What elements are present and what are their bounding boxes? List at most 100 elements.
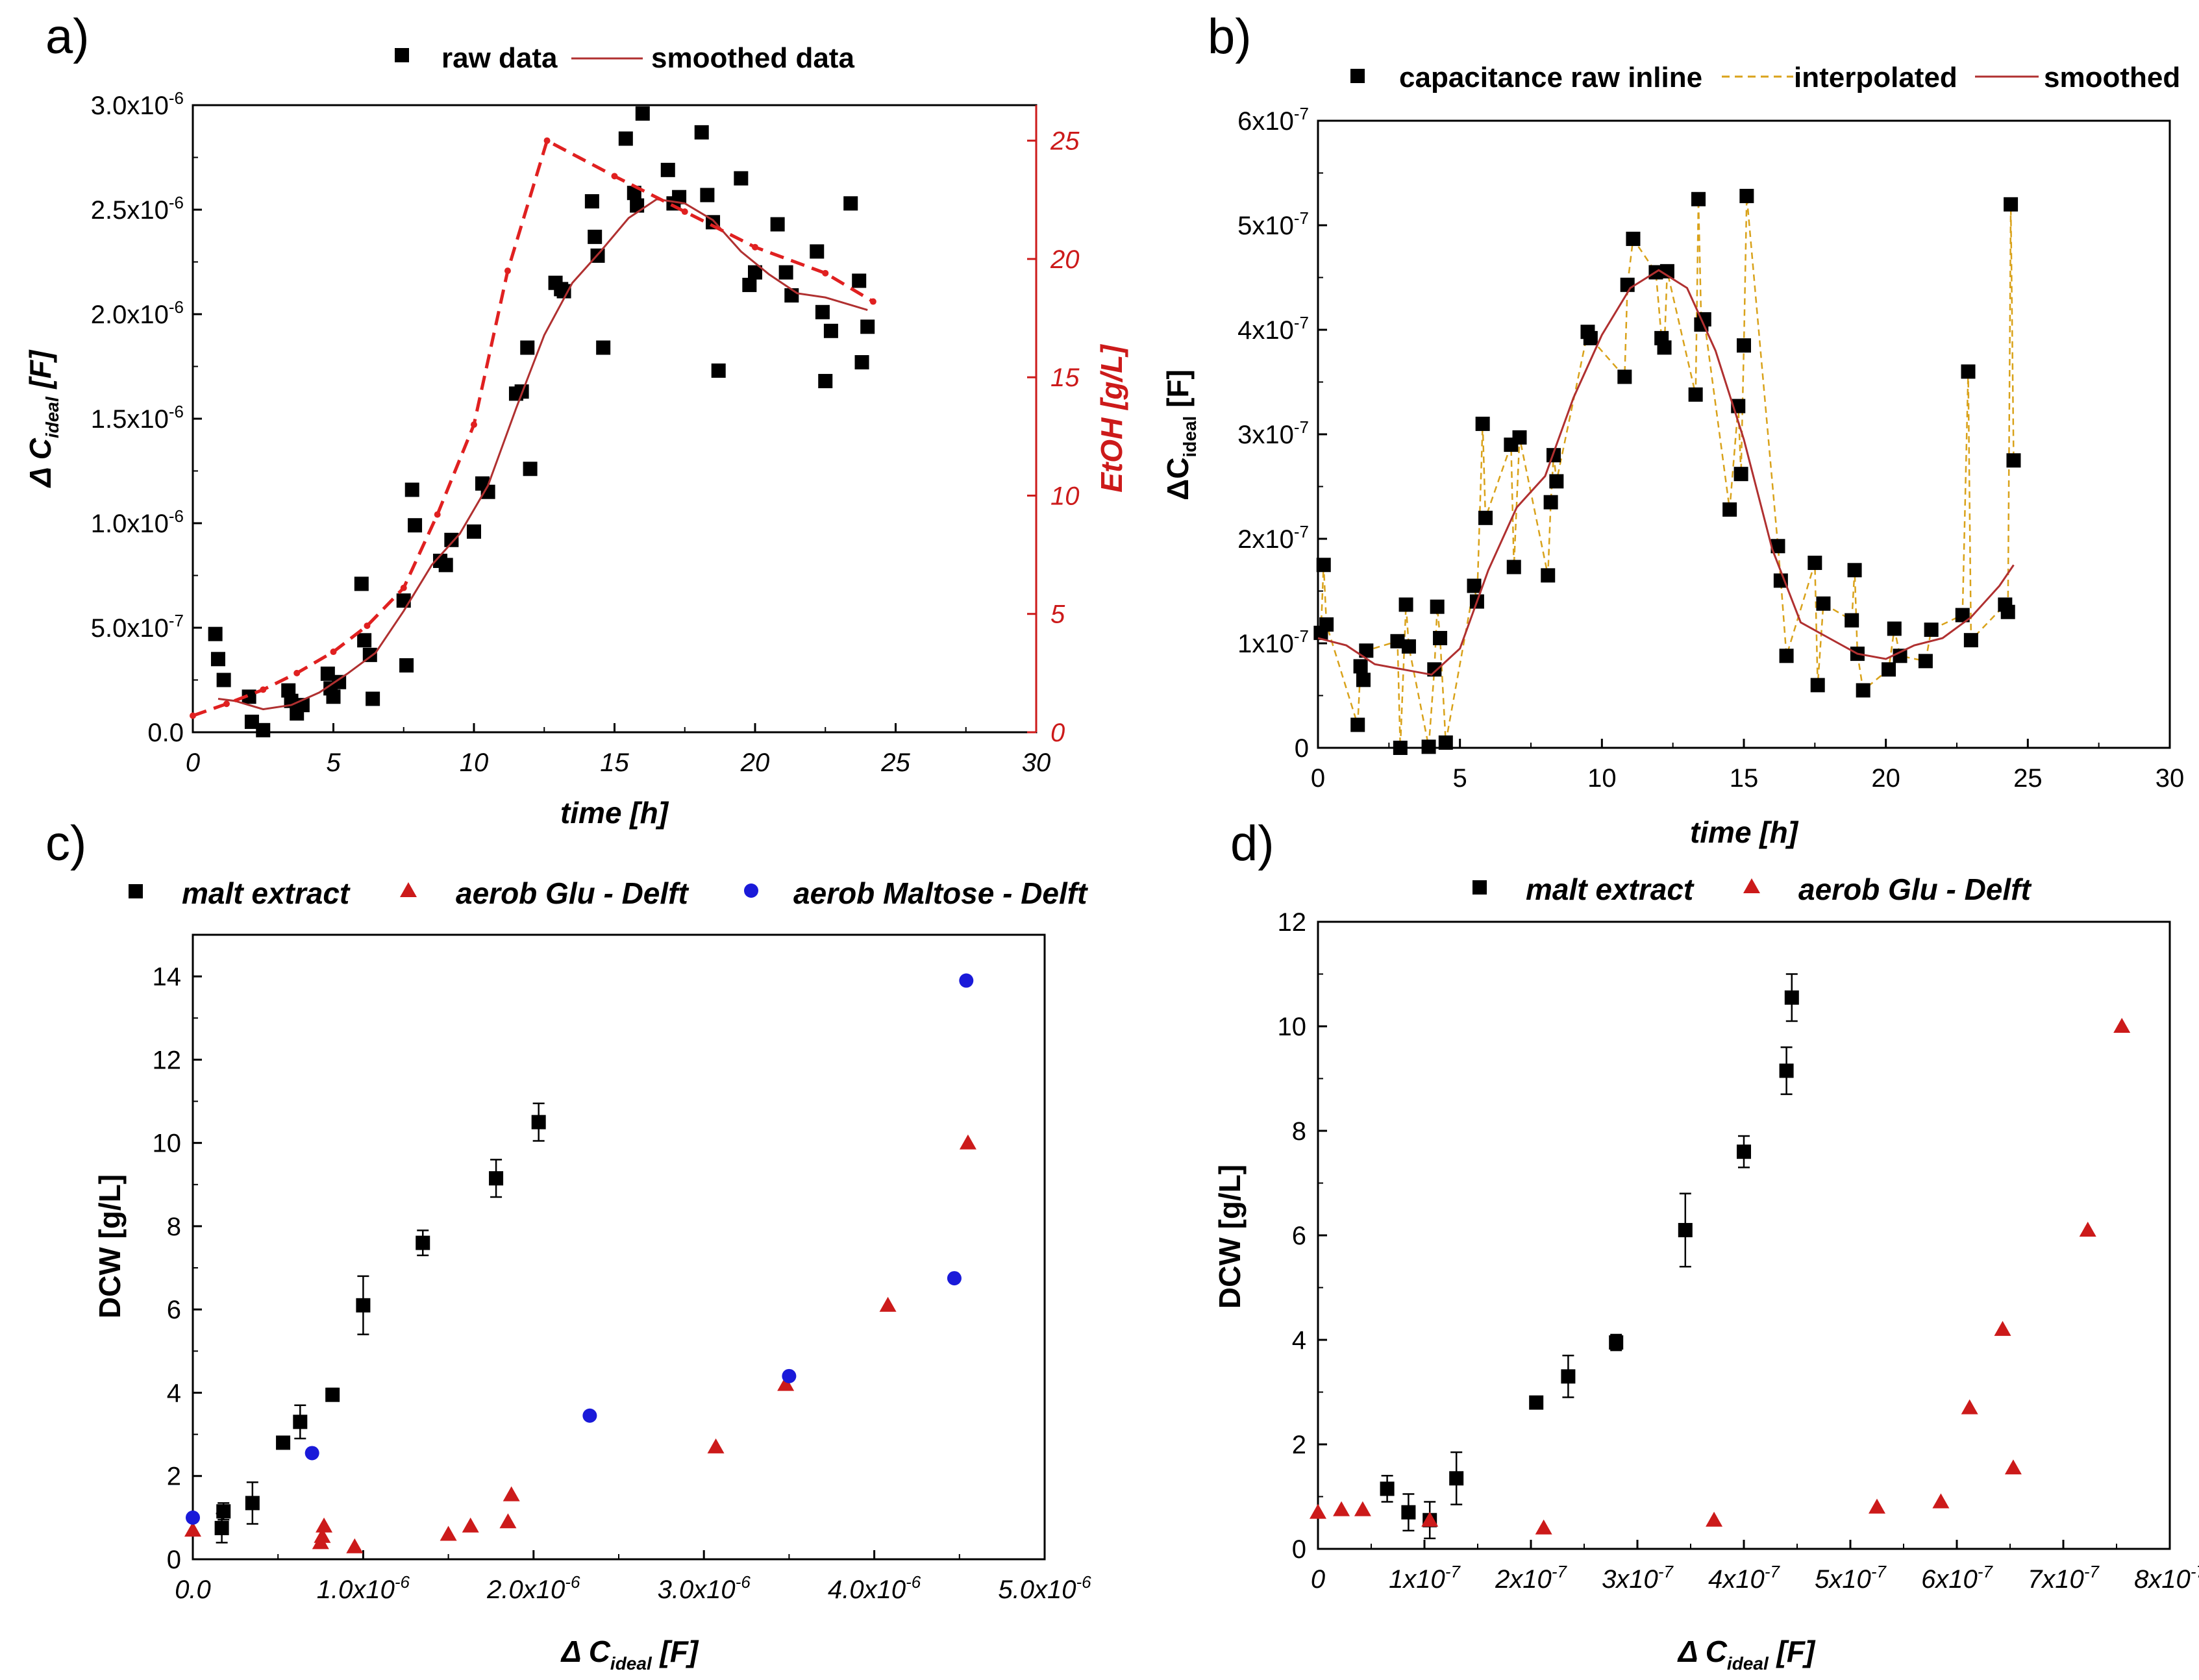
- y-tick-label-exp: -6: [169, 402, 184, 421]
- y-tick-label: 6: [1292, 1222, 1306, 1250]
- y-tick-label: 3x10-7: [1237, 417, 1309, 449]
- panel-b-ticks: [1317, 119, 2171, 749]
- y-tick-label-base: 5x10: [1237, 212, 1294, 240]
- x-tick-label: 0: [186, 748, 200, 777]
- panel-b-capacitance-raw-inline-point: [1319, 617, 1334, 632]
- y-tick-label: 2: [1292, 1431, 1306, 1459]
- y-tick-label-exp: -7: [1294, 626, 1309, 646]
- panel-d-aerob-glu-delft-point: [2079, 1221, 2096, 1237]
- panel-a-raw-data-point: [823, 323, 838, 338]
- panel-a-raw-data-point: [635, 106, 650, 121]
- y-tick-label: 10: [153, 1130, 182, 1158]
- panel-d-malt-extract-point: [1737, 1144, 1751, 1159]
- panel-d-malt-extract-point: [1561, 1369, 1576, 1384]
- panel-a-etoh-dashed-line: [192, 138, 875, 717]
- panel-d-aerob-glu-delft-point: [2113, 1018, 2131, 1033]
- panel-c-aerob-maltose-delft-point: [947, 1271, 962, 1286]
- x-tick-label: 5.0x10-6: [998, 1572, 1091, 1604]
- x-tick-label-exp: -7: [1871, 1562, 1887, 1581]
- panel-d-y-tick-labels: 0 2 4 6 8 10 12: [1278, 908, 1307, 1564]
- y-tick-label: 2: [167, 1463, 181, 1491]
- panel-b-capacitance-raw-inline-point: [1737, 338, 1751, 353]
- panel-c-aerob-glu-delft-point: [959, 1134, 976, 1150]
- x-tick-label-base: 7x10: [2028, 1565, 2084, 1594]
- panel-a-raw-data-point: [208, 626, 223, 641]
- panel-a-y-axis-label: Δ Cideal [F]: [23, 349, 62, 488]
- y-tick-label-base: 0: [1295, 734, 1309, 763]
- panel-d-x-tick-labels: 0 1x10-7 2x10-7 3x10-7 4x10-7 5x10-7 6x10-7 7x1…: [1311, 1562, 2199, 1594]
- panel-c-malt-extract-point: [356, 1298, 371, 1313]
- x-tick-label-base: 1x10: [1389, 1565, 1445, 1594]
- panel-b-capacitance-raw-inline-point: [1688, 387, 1703, 402]
- y-tick-label-base: 1.5x10: [91, 405, 169, 434]
- panel-a-raw-data-point: [694, 125, 709, 140]
- panel-b-capacitance-raw-inline-point: [1467, 578, 1482, 593]
- panel-b-capacitance-raw-inline-point: [1359, 643, 1374, 658]
- panel-c-aerob-glu-delft-point: [440, 1526, 457, 1541]
- x-tick-label-base: 3x10: [1602, 1565, 1658, 1594]
- panel-c-aerob-glu-delft-point: [879, 1296, 897, 1312]
- panel-a-y-label-sub: ideal: [42, 396, 62, 438]
- panel-b-capacitance-raw-inline-point: [1512, 430, 1527, 445]
- y-tick-label-base: 5.0x10: [91, 614, 169, 643]
- panel-a-legend-square-marker: [395, 48, 409, 62]
- panel-b-capacitance-raw-inline-point: [1773, 573, 1788, 588]
- panel-c-x-tick-labels: 0.0 1.0x10-6 2.0x10-6 3.0x10-6 4.0x10-6 5.0x1…: [175, 1572, 1091, 1604]
- panel-a-etoh-point: [471, 421, 477, 428]
- x-tick-label-base: 5.0x10: [998, 1575, 1076, 1604]
- x-tick-label-base: 0: [1311, 1565, 1325, 1594]
- panel-c-label: c): [45, 816, 86, 871]
- panel-d-x-label-main: Δ C: [1677, 1635, 1728, 1668]
- panel-c-aerob-glu-delft-point: [346, 1538, 364, 1553]
- x-tick-label-exp: -6: [565, 1572, 580, 1592]
- x-tick-label-base: 3.0x10: [658, 1575, 736, 1604]
- panel-a-etoh-point: [822, 269, 829, 277]
- panel-a-raw-data-point: [244, 714, 259, 729]
- panel-b-capacitance-raw-inline-point: [1390, 634, 1405, 649]
- y-tick-label-base: 2x10: [1237, 525, 1294, 554]
- panel-a-raw-data-point: [711, 363, 726, 378]
- x-tick-label: 20: [740, 748, 770, 777]
- panel-d-aerob-glu-delft-point: [1932, 1493, 1950, 1509]
- x-tick-label: 5: [1453, 764, 1467, 793]
- panel-c-legend-square-marker: [129, 884, 143, 898]
- panel-d: d) 0 1x10-7 2x10-7 3x10-7 4x10-7 5x10-7 6x10-7…: [1213, 816, 2199, 1674]
- panel-a-label: a): [45, 9, 90, 64]
- panel-b-capacitance-raw-inline-point: [1617, 369, 1632, 384]
- panel-a-raw-data-point: [556, 284, 571, 299]
- panel-b-capacitance-raw-inline-point: [1393, 741, 1408, 755]
- panel-d-malt-extract-point: [1449, 1471, 1464, 1486]
- x-tick-label-exp: -7: [2084, 1562, 2100, 1581]
- panel-b-capacitance-raw-inline-point: [2006, 453, 2021, 468]
- panel-b-capacitance-raw-inline-point: [1887, 621, 1902, 636]
- panel-b-capacitance-raw-inline-point: [1733, 467, 1748, 482]
- panel-c-x-label-sub: ideal: [610, 1653, 652, 1674]
- y-tick-label-exp: -7: [1294, 313, 1309, 332]
- x-tick-label: 0: [1311, 764, 1325, 793]
- panel-a-raw-data-point: [818, 374, 833, 389]
- panel-b-capacitance-raw-inline-point: [1963, 633, 1978, 648]
- panel-c-legend-maltose: aerob Maltose - Delft: [793, 876, 1088, 910]
- panel-b-legend-smoothed: smoothed: [2044, 62, 2180, 93]
- panel-a-raw-data-point: [778, 265, 793, 280]
- panel-b-capacitance-raw-inline-point: [1691, 191, 1706, 206]
- panel-c-legend: malt extract aerob Glu - Delft aerob Mal…: [129, 876, 1088, 910]
- panel-b-capacitance-raw-inline-point: [1955, 608, 1970, 623]
- panel-b: b) 0 5 10 15 20 25 30 01x10-72x10-73x10-74x10-…: [1161, 9, 2184, 849]
- panel-c-malt-extract-point: [214, 1520, 229, 1535]
- y-tick-label: 3.0x10-6: [91, 88, 184, 120]
- panel-a-etoh-point: [223, 700, 230, 708]
- panel-a-etoh-point: [190, 712, 196, 719]
- panel-a-raw-data-point: [700, 188, 715, 203]
- y-tick-label-base: 1x10: [1237, 630, 1294, 658]
- panel-b-legend-interpolated: interpolated: [1794, 62, 1957, 93]
- x-tick-label: 20: [1871, 764, 1900, 793]
- panel-d-legend-glu: aerob Glu - Delft: [1798, 872, 2031, 906]
- panel-c-legend-circle-marker: [744, 883, 758, 898]
- panel-d-aerob-glu-delft-point: [1421, 1511, 1439, 1527]
- panel-d-malt-extract-point: [1401, 1505, 1416, 1520]
- y-tick-label: 1x10-7: [1237, 626, 1309, 658]
- panel-d-aerob-glu-delft-point: [1310, 1503, 1326, 1519]
- x-tick-label-exp: -6: [906, 1572, 921, 1592]
- y-tick-label-base: 1.0x10: [91, 510, 169, 538]
